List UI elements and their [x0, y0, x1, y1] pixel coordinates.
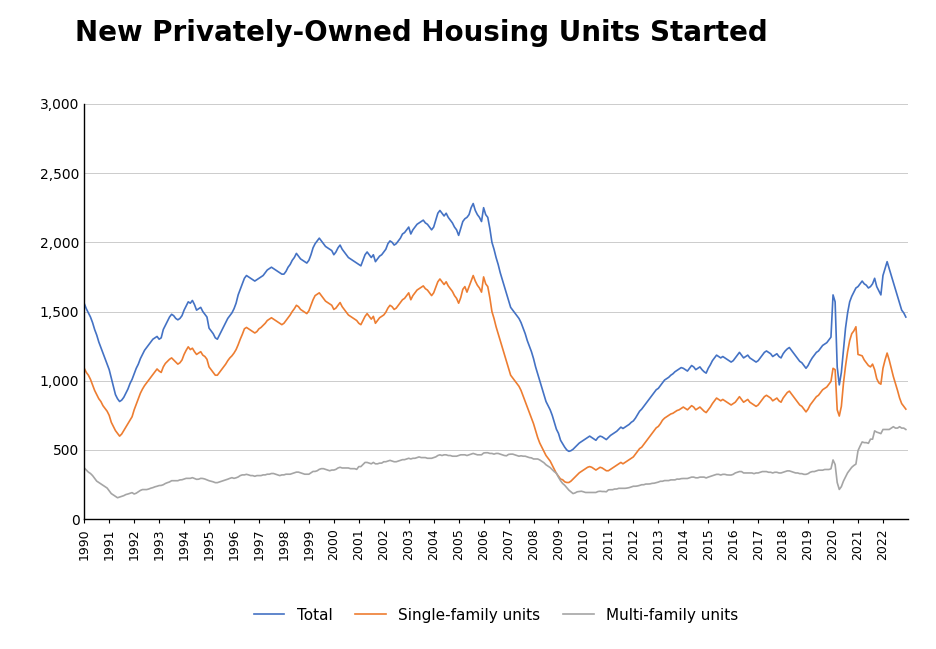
- Line: Multi-family units: Multi-family units: [84, 426, 906, 498]
- Total: [900, 313, 912, 321]
- Total: [358, 256, 369, 264]
- Total: [468, 200, 479, 208]
- Total: [378, 248, 389, 256]
- Multi-family units: [900, 426, 912, 434]
- Total: [782, 345, 793, 353]
- Single-family units: [885, 364, 897, 372]
- Line: Total: Total: [84, 204, 906, 451]
- Single-family units: [378, 311, 389, 319]
- Single-family units: [676, 404, 687, 412]
- Total: [79, 300, 90, 308]
- Single-family units: [468, 272, 479, 280]
- Single-family units: [900, 405, 912, 413]
- Total: [133, 360, 144, 368]
- Multi-family units: [887, 422, 899, 430]
- Line: Single-family units: Single-family units: [84, 276, 906, 482]
- Single-family units: [79, 364, 90, 372]
- Single-family units: [358, 317, 369, 324]
- Total: [885, 272, 897, 280]
- Multi-family units: [674, 475, 685, 483]
- Total: [563, 447, 575, 455]
- Legend: Total, Single-family units, Multi-family units: Total, Single-family units, Multi-family…: [248, 602, 744, 629]
- Single-family units: [782, 389, 793, 397]
- Single-family units: [133, 395, 144, 402]
- Multi-family units: [79, 464, 90, 472]
- Text: New Privately-Owned Housing Units Started: New Privately-Owned Housing Units Starte…: [75, 19, 768, 47]
- Multi-family units: [780, 468, 791, 476]
- Single-family units: [562, 478, 573, 486]
- Multi-family units: [135, 487, 146, 495]
- Multi-family units: [884, 426, 895, 434]
- Total: [676, 363, 687, 371]
- Multi-family units: [112, 494, 124, 502]
- Multi-family units: [359, 459, 371, 467]
- Multi-family units: [380, 458, 391, 465]
